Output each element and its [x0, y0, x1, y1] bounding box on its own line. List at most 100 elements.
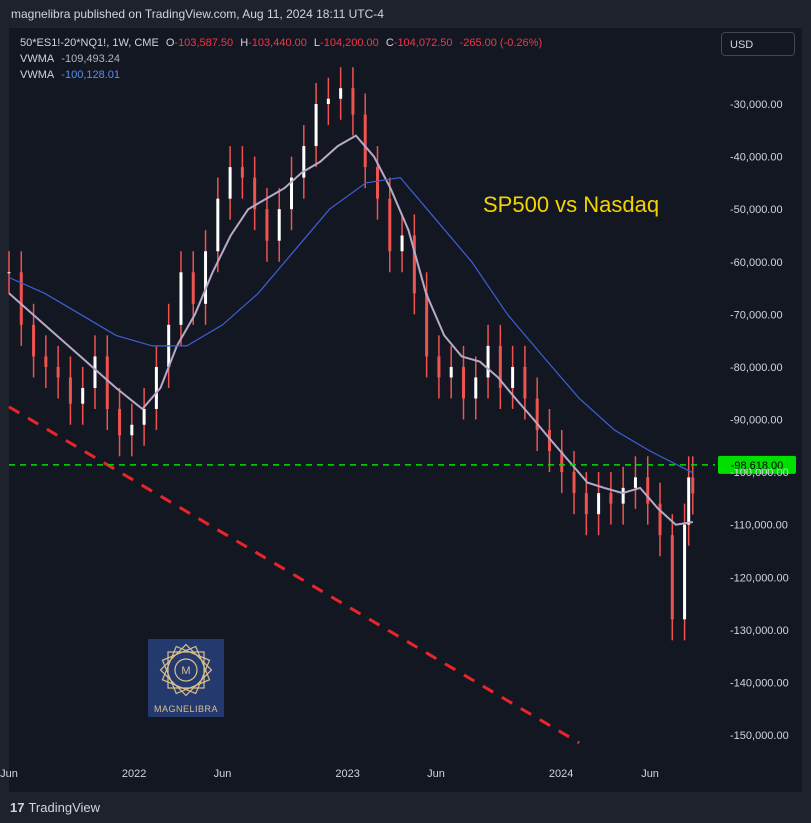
- candle-body: [240, 167, 244, 178]
- logo-text: MAGNELIBRA: [153, 704, 218, 714]
- legend-h-label: H: [240, 37, 249, 49]
- candle-body: [44, 356, 48, 367]
- candle-body: [216, 198, 220, 252]
- chart-legend: 50*ES1!-20*NQ1!, 1W, CME O-103,587.50 H-…: [20, 35, 546, 83]
- candle-body: [691, 477, 695, 494]
- candle-body: [56, 366, 60, 378]
- candle-body: [191, 272, 195, 304]
- legend-c-label: C: [385, 37, 394, 49]
- candle-body: [572, 472, 576, 494]
- candle-body: [326, 98, 330, 104]
- candle-body: [32, 324, 36, 357]
- candle-body: [437, 356, 441, 378]
- candle-body: [204, 251, 208, 304]
- candle-body: [646, 477, 650, 504]
- candle-body: [314, 104, 318, 147]
- legend-vwma2-label: VWMA: [20, 69, 55, 81]
- legend-h-value: -103,440.00: [248, 37, 307, 49]
- y-tick-label: -110,000.00: [730, 520, 788, 532]
- currency-button[interactable]: USD: [721, 32, 795, 56]
- y-tick-label: -140,000.00: [730, 677, 789, 689]
- candle-body: [584, 493, 588, 515]
- candle-body: [683, 524, 687, 620]
- y-tick-label: -70,000.00: [730, 309, 783, 321]
- tradingview-brand[interactable]: 17 TradingView: [10, 800, 100, 815]
- candle-body: [277, 209, 281, 241]
- vwma-blue-line: [8, 176, 694, 474]
- candle-body: [302, 146, 306, 178]
- candle-body: [400, 235, 404, 252]
- price-line-label-bg: [718, 455, 796, 474]
- candle-body: [376, 167, 380, 199]
- candle-body: [425, 293, 429, 357]
- legend-vwma2-row[interactable]: VWMA -100,128.01: [20, 67, 546, 83]
- y-tick-label: -40,000.00: [730, 152, 783, 164]
- vwma-light-line: [8, 134, 693, 526]
- y-tick-label: -50,000.00: [730, 204, 783, 216]
- top-bar: magnelibra published on TradingView.com,…: [0, 0, 811, 28]
- candle-body: [130, 424, 134, 436]
- candle-body: [93, 356, 97, 388]
- candle-body: [609, 493, 613, 504]
- candle-body: [363, 114, 367, 168]
- candle-body: [498, 345, 502, 388]
- chart-annotation: SP500 vs Nasdaq: [483, 192, 660, 217]
- y-tick-label: -60,000.00: [730, 257, 783, 269]
- candle-body: [388, 198, 392, 252]
- candle-body: [179, 272, 183, 325]
- candle-body: [154, 366, 158, 409]
- legend-vwma2-value: -100,128.01: [61, 69, 121, 81]
- candle-body: [687, 477, 691, 525]
- candle-body: [670, 535, 674, 620]
- legend-vwma1-value: -109,493.24: [61, 53, 121, 65]
- candle-body: [621, 487, 625, 504]
- candle-body: [7, 272, 11, 274]
- candle-body: [597, 493, 601, 515]
- candle-body: [265, 209, 269, 241]
- legend-l-value: -104,200.00: [320, 37, 379, 49]
- candle-body: [511, 366, 515, 388]
- legend-vwma1-label: VWMA: [20, 53, 55, 65]
- candle-body: [535, 398, 539, 431]
- legend-l-label: L: [313, 37, 321, 49]
- legend-change: -265.00 (-0.26%): [459, 37, 543, 49]
- candle-body: [105, 356, 109, 409]
- candle-body: [351, 88, 355, 115]
- candle-body: [81, 387, 85, 404]
- x-tick-label: Jun: [427, 768, 445, 780]
- x-tick-label: Jun: [0, 768, 18, 780]
- price-line-label: -98,618.00: [731, 460, 784, 472]
- candle-body: [412, 235, 416, 294]
- chart-frame[interactable]: [9, 28, 802, 792]
- publish-info: magnelibra published on TradingView.com,…: [11, 7, 384, 21]
- candle-body: [19, 272, 23, 325]
- trend-line: [8, 405, 581, 745]
- footer: 17 TradingView: [0, 792, 811, 823]
- legend-ohlc-row: 50*ES1!-20*NQ1!, 1W, CME O-103,587.50 H-…: [20, 35, 546, 51]
- y-tick-label: -30,000.00: [730, 99, 783, 111]
- candle-body: [486, 345, 490, 378]
- candle-body: [633, 477, 637, 488]
- legend-o-value: -103,587.50: [174, 37, 234, 49]
- candle-body: [523, 366, 527, 399]
- candle-body: [68, 377, 72, 404]
- x-tick-label: 2022: [122, 768, 146, 780]
- star-emblem-icon: M: [159, 643, 213, 697]
- candle-body: [228, 167, 232, 199]
- legend-symbol: 50*ES1!-20*NQ1!, 1W, CME: [20, 37, 159, 49]
- y-tick-label: -150,000.00: [730, 730, 789, 742]
- legend-vwma1-row[interactable]: VWMA -109,493.24: [20, 51, 546, 67]
- candle-body: [547, 430, 551, 452]
- y-tick-label: -90,000.00: [730, 415, 783, 427]
- legend-o-label: O: [165, 37, 175, 49]
- x-tick-label: 2023: [335, 768, 359, 780]
- candle-body: [560, 451, 564, 473]
- magnelibra-logo: M MAGNELIBRA: [148, 639, 224, 717]
- x-tick-label: Jun: [214, 768, 232, 780]
- candle-body: [142, 408, 146, 425]
- tradingview-logo-icon: 17: [10, 800, 25, 815]
- candle-body: [461, 366, 465, 399]
- candle-body: [449, 366, 453, 378]
- tradingview-brand-text: TradingView: [28, 800, 101, 815]
